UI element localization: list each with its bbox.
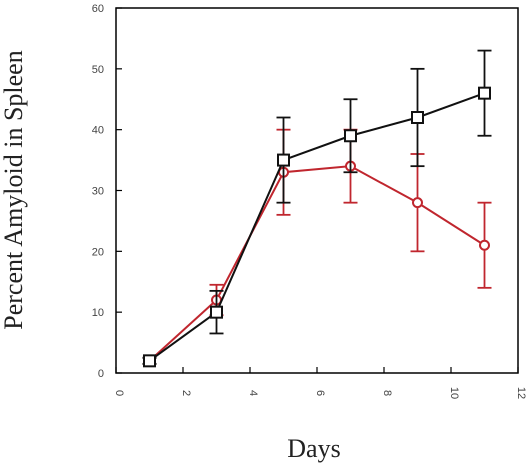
x-tick-label: 2 xyxy=(180,390,192,396)
data-point-square xyxy=(411,111,424,124)
series-circle xyxy=(142,128,492,367)
data-point-square xyxy=(277,153,290,167)
series-square xyxy=(142,49,492,368)
series-layer xyxy=(142,49,492,368)
data-point-square xyxy=(344,129,357,143)
axes: 0 10 20 30 40 50 60 0 2 4 6 8 10 12 xyxy=(92,3,527,399)
x-tick-label: 10 xyxy=(448,387,460,399)
data-point-square xyxy=(143,354,156,368)
series-line xyxy=(148,92,485,362)
y-tick-label: 60 xyxy=(92,3,104,15)
y-tick-label: 0 xyxy=(98,368,104,380)
x-tick-label: 0 xyxy=(113,390,125,396)
x-tick-label: 8 xyxy=(381,390,393,396)
x-axis-title: Days xyxy=(287,434,340,463)
data-point-circle xyxy=(412,197,423,209)
x-tick-label: 4 xyxy=(247,390,259,396)
series-line xyxy=(148,165,486,362)
y-tick-label: 10 xyxy=(92,307,104,319)
data-point-square xyxy=(210,305,223,319)
plot-frame xyxy=(115,7,519,374)
data-point-circle xyxy=(479,239,490,251)
x-tick-label: 6 xyxy=(314,390,326,396)
y-tick-label: 30 xyxy=(92,186,104,198)
y-tick-label: 20 xyxy=(92,246,104,258)
y-axis-title: Percent Amyloid in Spleen xyxy=(0,50,28,329)
y-tick-label: 40 xyxy=(92,125,104,137)
x-tick-label: 12 xyxy=(515,387,527,399)
y-tick-label: 50 xyxy=(92,64,104,76)
data-point-square xyxy=(478,86,491,100)
